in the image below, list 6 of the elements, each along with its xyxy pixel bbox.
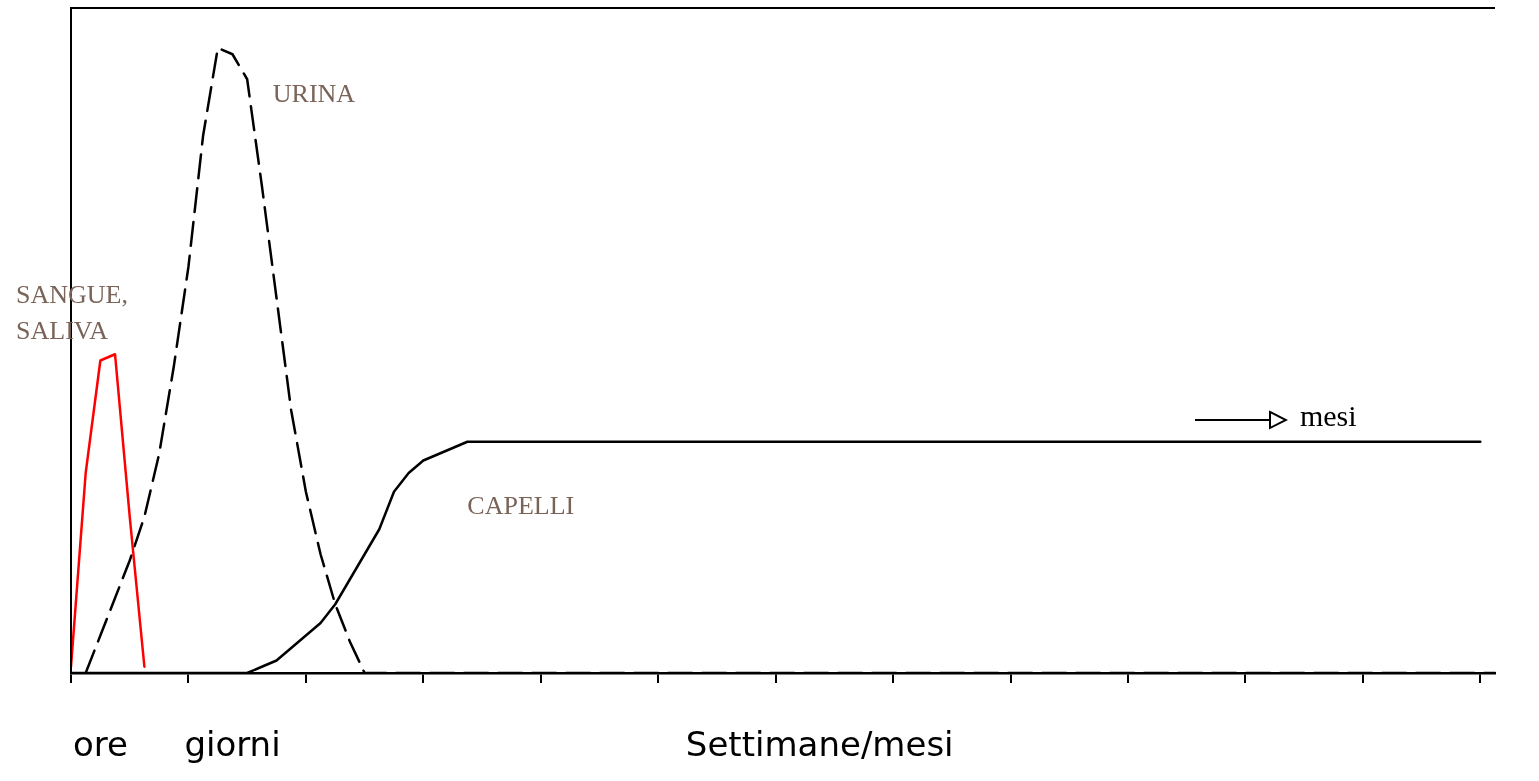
- series-label: CAPELLI: [467, 490, 575, 520]
- series-label: URINA: [272, 78, 356, 108]
- annotation: mesi: [1299, 399, 1357, 433]
- x-tick-label: ore: [72, 724, 128, 765]
- x-tick-label: Settimane/mesi: [685, 724, 954, 765]
- x-tick-label: giorni: [184, 724, 281, 765]
